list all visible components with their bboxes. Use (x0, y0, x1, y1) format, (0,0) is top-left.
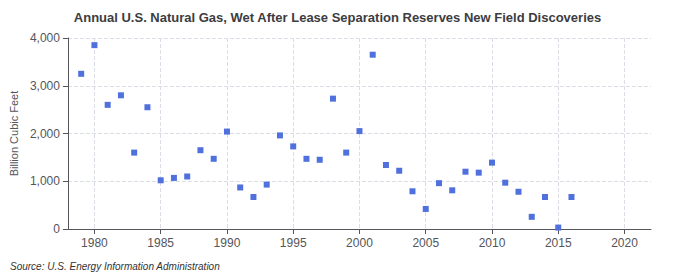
svg-text:1985: 1985 (147, 236, 174, 250)
svg-text:1995: 1995 (280, 236, 307, 250)
svg-text:2015: 2015 (545, 236, 572, 250)
svg-text:4,000: 4,000 (30, 31, 60, 45)
svg-text:Source: U.S. Energy Informatio: Source: U.S. Energy Information Administ… (10, 261, 220, 272)
svg-text:1990: 1990 (214, 236, 241, 250)
svg-text:Annual U.S. Natural Gas, Wet A: Annual U.S. Natural Gas, Wet After Lease… (74, 10, 601, 25)
svg-text:Billion Cubic Feet: Billion Cubic Feet (8, 91, 20, 177)
svg-text:1,000: 1,000 (30, 174, 60, 188)
svg-text:2005: 2005 (412, 236, 439, 250)
svg-text:2010: 2010 (479, 236, 506, 250)
svg-text:0: 0 (53, 222, 60, 236)
svg-text:1980: 1980 (81, 236, 108, 250)
svg-text:2000: 2000 (346, 236, 373, 250)
svg-text:2020: 2020 (611, 236, 638, 250)
svg-text:3,000: 3,000 (30, 79, 60, 93)
svg-text:2,000: 2,000 (30, 127, 60, 141)
